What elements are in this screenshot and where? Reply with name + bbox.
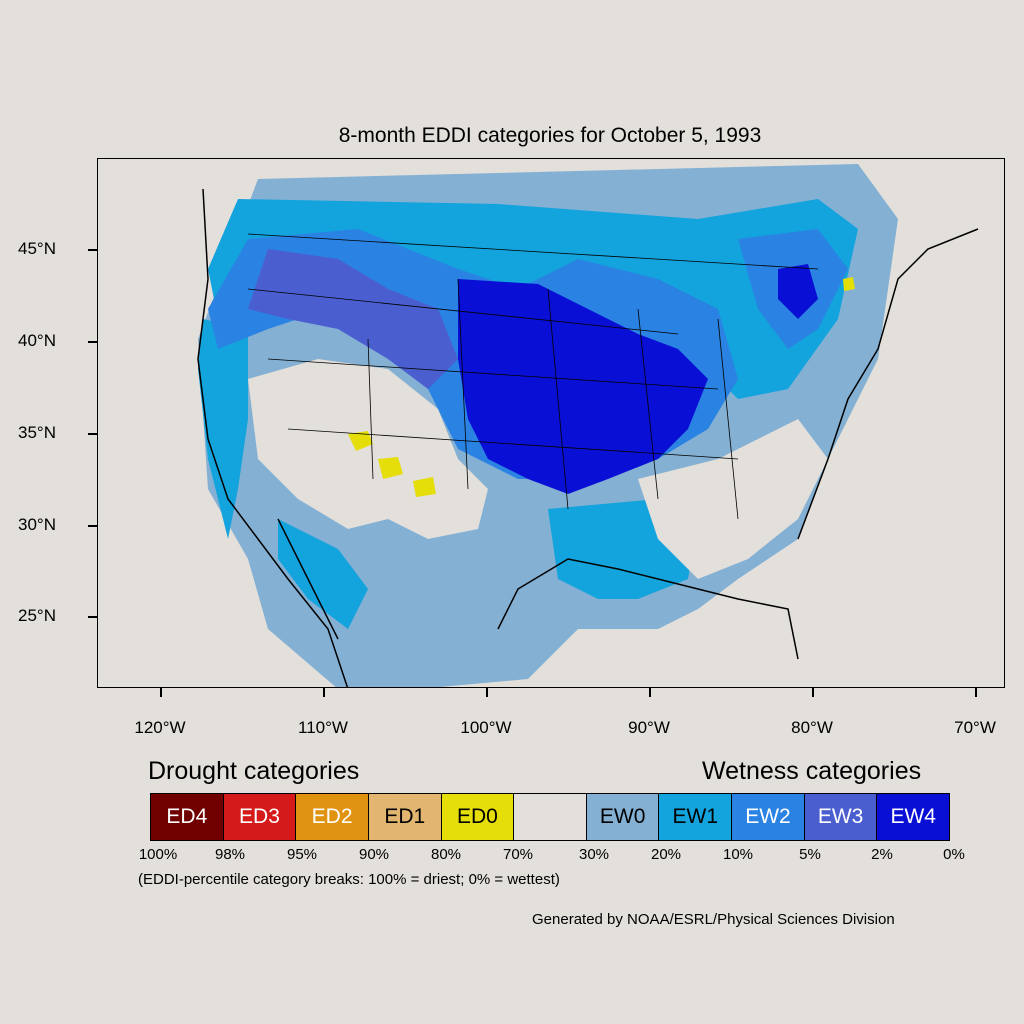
legend-label: EW3 [817,805,864,828]
percentile-label: 70% [502,846,534,863]
percentile-label: 80% [430,846,462,863]
legend-cell-ed4: ED4 [151,794,224,840]
percentile-label: 95% [286,846,318,863]
map-title: 8-month EDDI categories for October 5, 1… [338,124,762,147]
lon-tick [812,688,814,697]
legend-cell-ed2: ED2 [296,794,369,840]
legend-label: EW0 [599,805,646,828]
ed0-patch-3 [413,477,436,497]
map-plot-area [97,158,1005,688]
percentile-label: 0% [943,846,965,863]
percentile-label: 20% [650,846,682,863]
lat-label-25: 25°N [18,606,56,625]
legend-cell-ew1: EW1 [659,794,733,840]
legend-cell-ew4: EW4 [877,794,950,840]
legend-cell-ew0: EW0 [586,794,660,840]
lat-label-40: 40°N [18,331,56,350]
lat-tick [88,249,97,251]
lat-label-30: 30°N [18,515,56,534]
lat-tick [88,341,97,343]
legend-label: ED4 [166,805,208,828]
ew4-region-ne [778,264,818,319]
lat-tick [88,616,97,618]
eddi-map [197,164,979,687]
category-break-note: (EDDI-percentile category breaks: 100% =… [138,871,560,888]
neutral-region-se [638,419,828,579]
lon-label-100: 100°W [460,718,512,737]
legend-label: ED0 [456,805,498,828]
legend-cell-ed0: ED0 [441,794,515,840]
lon-tick [160,688,162,697]
ew1-region-west [198,319,248,539]
lon-label-90: 90°W [628,718,670,737]
legend-cell-ed3: ED3 [223,794,297,840]
lat-tick [88,433,97,435]
legend-cell-ew3: EW3 [804,794,878,840]
percentile-label: 5% [799,846,821,863]
percentile-label: 100% [138,846,178,863]
state-boundaries [247,233,819,520]
lon-tick [323,688,325,697]
lon-label-80: 80°W [791,718,833,737]
ed0-patch-1 [348,431,373,451]
lon-label-110: 110°W [298,718,348,737]
lat-tick [88,525,97,527]
legend-cell-ew2: EW2 [732,794,805,840]
legend-cell-ed1: ED1 [368,794,442,840]
lon-label-70: 70°W [954,718,996,737]
credit-line: Generated by NOAA/ESRL/Physical Sciences… [532,911,895,928]
percentile-label: 2% [871,846,893,863]
coastlines [197,188,979,687]
ew4-region [458,279,708,494]
legend-label: EW2 [745,805,791,828]
ew1-region-mexico [278,519,368,629]
lon-tick [975,688,977,697]
legend-cell-neutral [514,794,587,840]
percentile-label: 30% [578,846,610,863]
ed0-patch-4 [843,277,855,291]
drought-heading: Drought categories [148,757,360,785]
wetness-heading: Wetness categories [702,757,922,785]
legend-label: EW4 [890,805,936,828]
ew3-region [248,249,458,389]
legend-label: ED1 [384,805,426,828]
lat-label-45: 45°N [18,239,56,258]
lat-label-35: 35°N [18,423,56,442]
percentile-label: 10% [722,846,754,863]
percentile-label: 98% [214,846,246,863]
legend-label: EW1 [672,805,719,828]
percentile-label: 90% [358,846,390,863]
lon-tick [486,688,488,697]
legend-label: ED3 [239,805,280,828]
lon-tick [649,688,651,697]
ed0-patch-2 [378,457,403,479]
legend-color-bar: ED4 ED3 ED2 ED1 ED0 EW0 EW1 EW2 EW3 EW4 [150,793,950,841]
legend-label: ED2 [311,805,353,828]
lon-label-120: 120°W [134,718,186,737]
